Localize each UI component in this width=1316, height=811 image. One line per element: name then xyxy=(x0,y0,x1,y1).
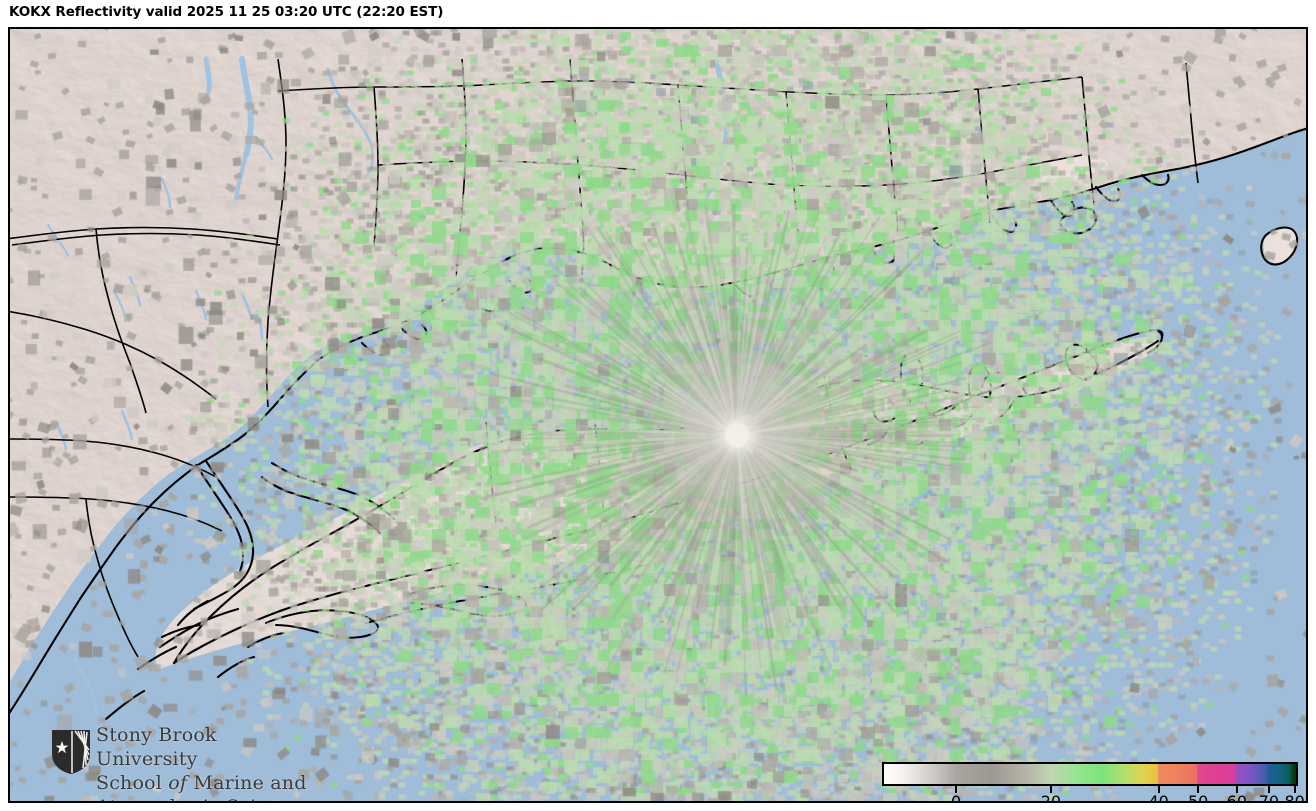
colorbar-label-50: 50 xyxy=(1187,792,1209,803)
reflectivity-colorbar: 0 20 40 50 60 70 80 xyxy=(874,758,1305,803)
colorbar-tick-20 xyxy=(1049,786,1052,793)
colorbar-tick-0 xyxy=(955,786,958,793)
colorbar-tick-40 xyxy=(1157,786,1160,793)
colorbar-tick-50 xyxy=(1197,786,1200,793)
colorbar-label-60: 60 xyxy=(1226,792,1248,803)
land-mass xyxy=(10,29,1306,697)
colorbar-label-0: 0 xyxy=(950,792,962,803)
colorbar-tick-80 xyxy=(1293,786,1296,793)
colorbar-label-70: 70 xyxy=(1258,792,1280,803)
page-title: KOKX Reflectivity valid 2025 11 25 03:20… xyxy=(9,4,444,20)
basemap-svg xyxy=(10,29,1306,801)
map-canvas xyxy=(10,29,1306,801)
colorbar-gradient xyxy=(884,764,1296,784)
title-bar: KOKX Reflectivity valid 2025 11 25 03:20… xyxy=(0,0,1316,27)
colorbar-label-20: 20 xyxy=(1040,792,1062,803)
radar-map-frame: Stony Brook University School of Marine … xyxy=(8,27,1308,803)
colorbar-tick-60 xyxy=(1235,786,1238,793)
colorbar-tick-70 xyxy=(1267,786,1270,793)
colorbar-label-80: 80 xyxy=(1284,792,1305,803)
colorbar-gradient-box xyxy=(882,762,1298,786)
colorbar-label-40: 40 xyxy=(1148,792,1169,803)
